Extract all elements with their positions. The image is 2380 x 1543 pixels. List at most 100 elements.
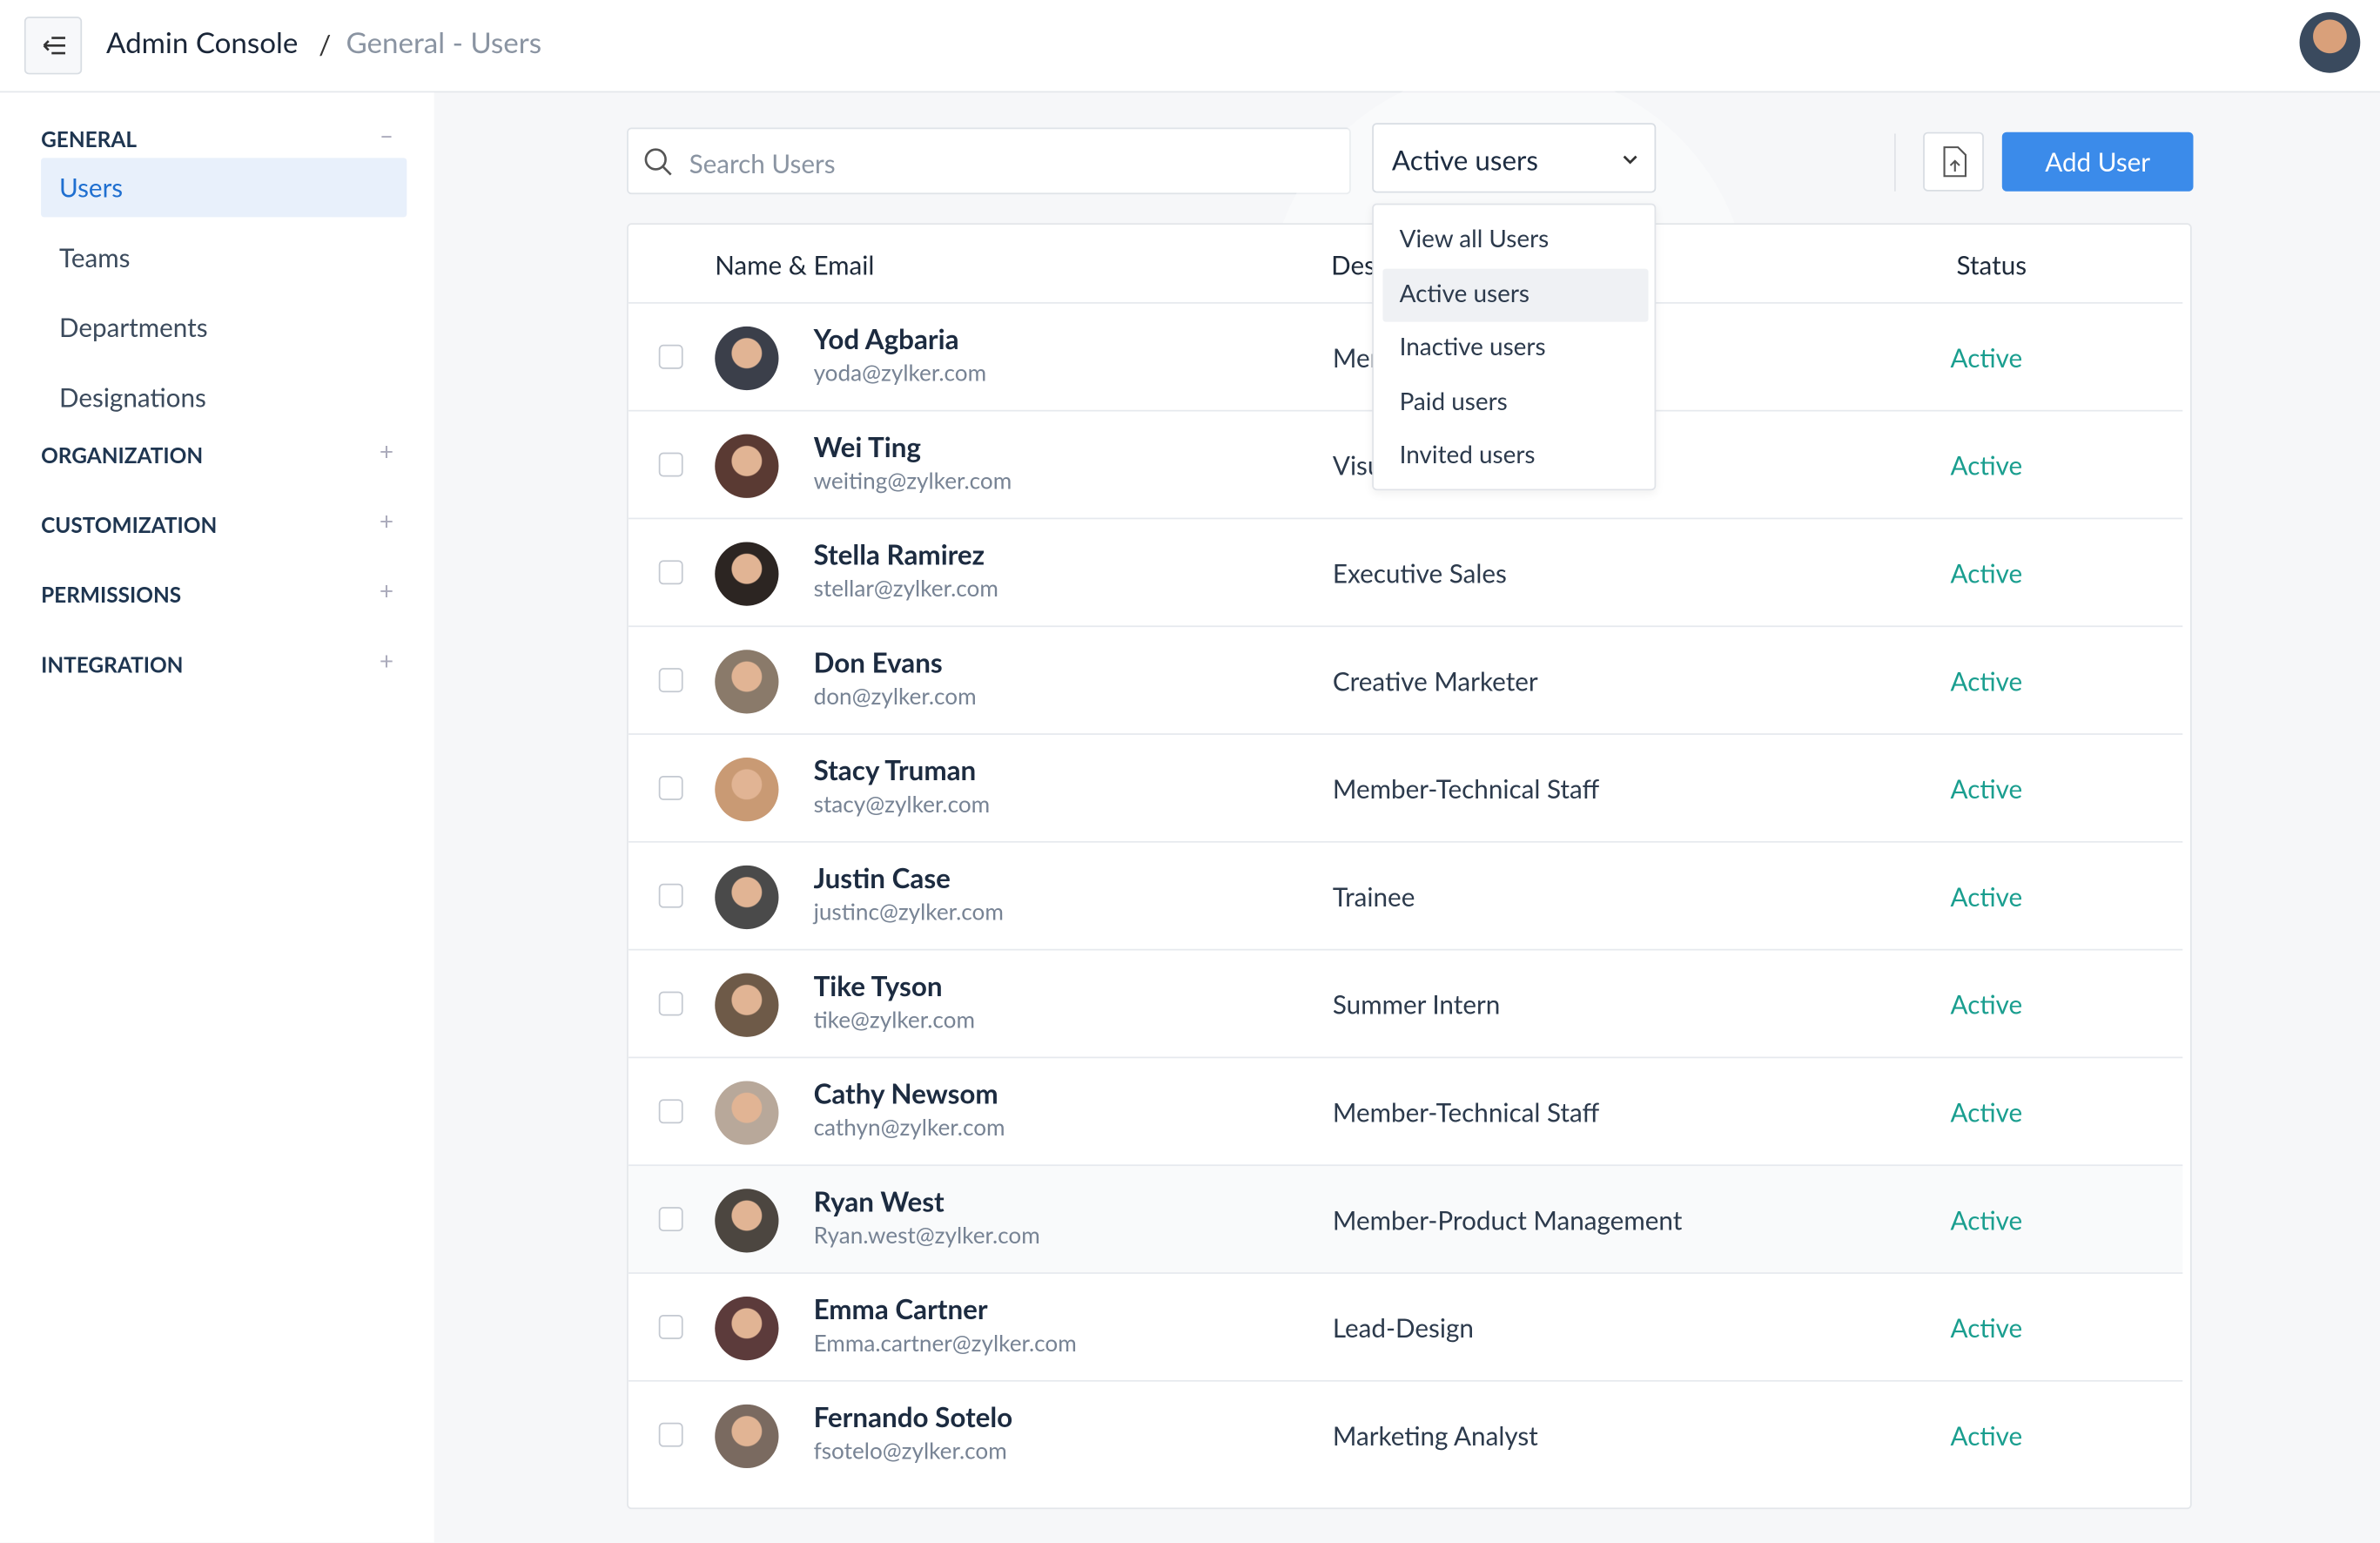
table-row: Don Evans don@zylker.com Creative Marketer… [628, 625, 2183, 735]
user-avatar [715, 434, 779, 498]
menu-option[interactable]: View all Users [1399, 225, 1550, 254]
menu-option[interactable]: Paid users [1399, 386, 1508, 415]
table-row: Stacy Truman stacy@zylker.com Member-Techn… [628, 733, 2183, 843]
section-title[interactable]: ORGANIZATION [41, 441, 204, 468]
menu-icon [43, 37, 65, 55]
section-toggle: + [379, 507, 394, 536]
add-user-button[interactable]: Add User [2001, 131, 2194, 192]
status: Active [1950, 772, 2023, 805]
row-checkbox[interactable] [658, 1099, 683, 1124]
table-row: Ryan West Ryan.west@zylker.com Member-Prod… [628, 1164, 2183, 1274]
user-name[interactable]: Yod Agbaria [813, 321, 959, 356]
row-checkbox[interactable] [658, 560, 683, 585]
menu-option[interactable]: Invited users [1399, 440, 1536, 469]
nav-item[interactable]: Users [41, 158, 407, 218]
breadcrumb[interactable]: General - Users [346, 25, 542, 61]
designation: Summer Intern [1332, 988, 1501, 1021]
user-name[interactable]: Fernando Sotelo [813, 1399, 1013, 1433]
status: Active [1950, 1203, 2023, 1236]
user-email: don@zylker.com [813, 683, 977, 711]
user-email: yoda@zylker.com [813, 360, 987, 387]
profile-avatar[interactable] [2299, 11, 2361, 73]
nav-item[interactable]: Teams [59, 241, 131, 273]
status-filter[interactable]: Active users [1372, 123, 1657, 193]
section-toggle: + [379, 576, 394, 606]
user-avatar [715, 865, 779, 930]
menu-option[interactable]: Inactive users [1399, 332, 1546, 361]
separator: / [319, 27, 332, 61]
row-checkbox[interactable] [658, 452, 683, 477]
designation: Member-Technical Staff [1332, 1095, 1600, 1129]
menu-toggle[interactable] [24, 17, 83, 75]
user-name[interactable]: Ryan West [813, 1184, 945, 1218]
designation: Executive Sales [1332, 556, 1507, 590]
status: Active [1950, 988, 2023, 1021]
row-checkbox[interactable] [658, 883, 683, 908]
row-checkbox[interactable] [658, 991, 683, 1016]
status: Active [1950, 1095, 2023, 1129]
table-row: Justin Case justinc@zylker.com Trainee Acti… [628, 840, 2183, 951]
user-email: fsotelo@zylker.com [813, 1438, 1007, 1466]
user-email: cathyn@zylker.com [813, 1114, 1005, 1142]
header: Admin Console / General - Users [0, 0, 2380, 93]
row-checkbox[interactable] [658, 344, 683, 369]
row-checkbox[interactable] [658, 1314, 683, 1339]
section-toggle: + [379, 646, 394, 676]
filter-value: Active users [1391, 142, 1538, 177]
user-avatar [715, 326, 779, 391]
section-title[interactable]: INTEGRATION [41, 651, 184, 677]
user-name[interactable]: Emma Cartner [813, 1291, 988, 1326]
row-checkbox[interactable] [658, 1207, 683, 1232]
row-checkbox[interactable] [658, 1422, 683, 1447]
user-name[interactable]: Stacy Truman [813, 752, 977, 787]
user-avatar [715, 1081, 779, 1145]
user-avatar [715, 650, 779, 714]
export-icon [1943, 146, 1967, 178]
section-title[interactable]: GENERAL [41, 125, 138, 152]
menu-option[interactable]: Active users [1399, 278, 1530, 308]
status: Active [1950, 880, 2023, 913]
section-toggle: – [379, 121, 394, 151]
row-checkbox[interactable] [658, 668, 683, 693]
export-button[interactable] [1923, 131, 1984, 192]
designation: Trainee [1332, 880, 1415, 913]
table-row: Stella Ramirez stellar@zylker.com Executiv… [628, 517, 2183, 628]
menu-highlight [1382, 268, 1649, 322]
user-email: stacy@zylker.com [813, 791, 991, 819]
column-header: Name & Email [715, 248, 875, 281]
user-email: tike@zylker.com [813, 1007, 975, 1034]
designation: Creative Marketer [1332, 664, 1538, 697]
user-avatar [715, 1189, 779, 1253]
status: Active [1950, 556, 2023, 590]
user-name[interactable]: Stella Ramirez [813, 537, 985, 571]
user-name[interactable]: Wei Ting [813, 429, 921, 463]
section-title[interactable]: CUSTOMIZATION [41, 511, 218, 538]
table-row: Cathy Newsom cathyn@zylker.com Member-Tech… [628, 1056, 2183, 1167]
nav-item[interactable]: Designations [59, 381, 206, 414]
chevron [1623, 155, 1637, 165]
user-avatar [715, 1404, 779, 1469]
user-name[interactable]: Don Evans [813, 645, 943, 679]
designation: Marketing Analyst [1332, 1419, 1538, 1452]
row-checkbox[interactable] [658, 775, 683, 800]
title: Admin Console [106, 25, 299, 61]
status: Active [1950, 1311, 2023, 1344]
status: Active [1950, 664, 2023, 697]
nav-item[interactable]: Departments [59, 311, 208, 344]
user-email: Ryan.west@zylker.com [813, 1222, 1040, 1250]
user-email: stellar@zylker.com [813, 575, 998, 603]
user-email: weiting@zylker.com [813, 468, 1012, 495]
search-box[interactable]: Search Users [627, 127, 1351, 195]
table-row: Emma Cartner Emma.cartner@zylker.com Lead-… [628, 1272, 2183, 1382]
status: Active [1950, 1419, 2023, 1452]
user-name[interactable]: Tike Tyson [813, 968, 943, 1002]
designation: Lead-Design [1332, 1311, 1474, 1344]
user-name[interactable]: Cathy Newsom [813, 1076, 998, 1110]
user-name[interactable]: Justin Case [813, 860, 951, 894]
user-email: justinc@zylker.com [813, 899, 1004, 926]
user-avatar [715, 1297, 779, 1361]
status: Active [1950, 449, 2023, 482]
table-row: Tike Tyson tike@zylker.com Summer Intern Ac… [628, 948, 2183, 1059]
section-title[interactable]: PERMISSIONS [41, 581, 182, 608]
